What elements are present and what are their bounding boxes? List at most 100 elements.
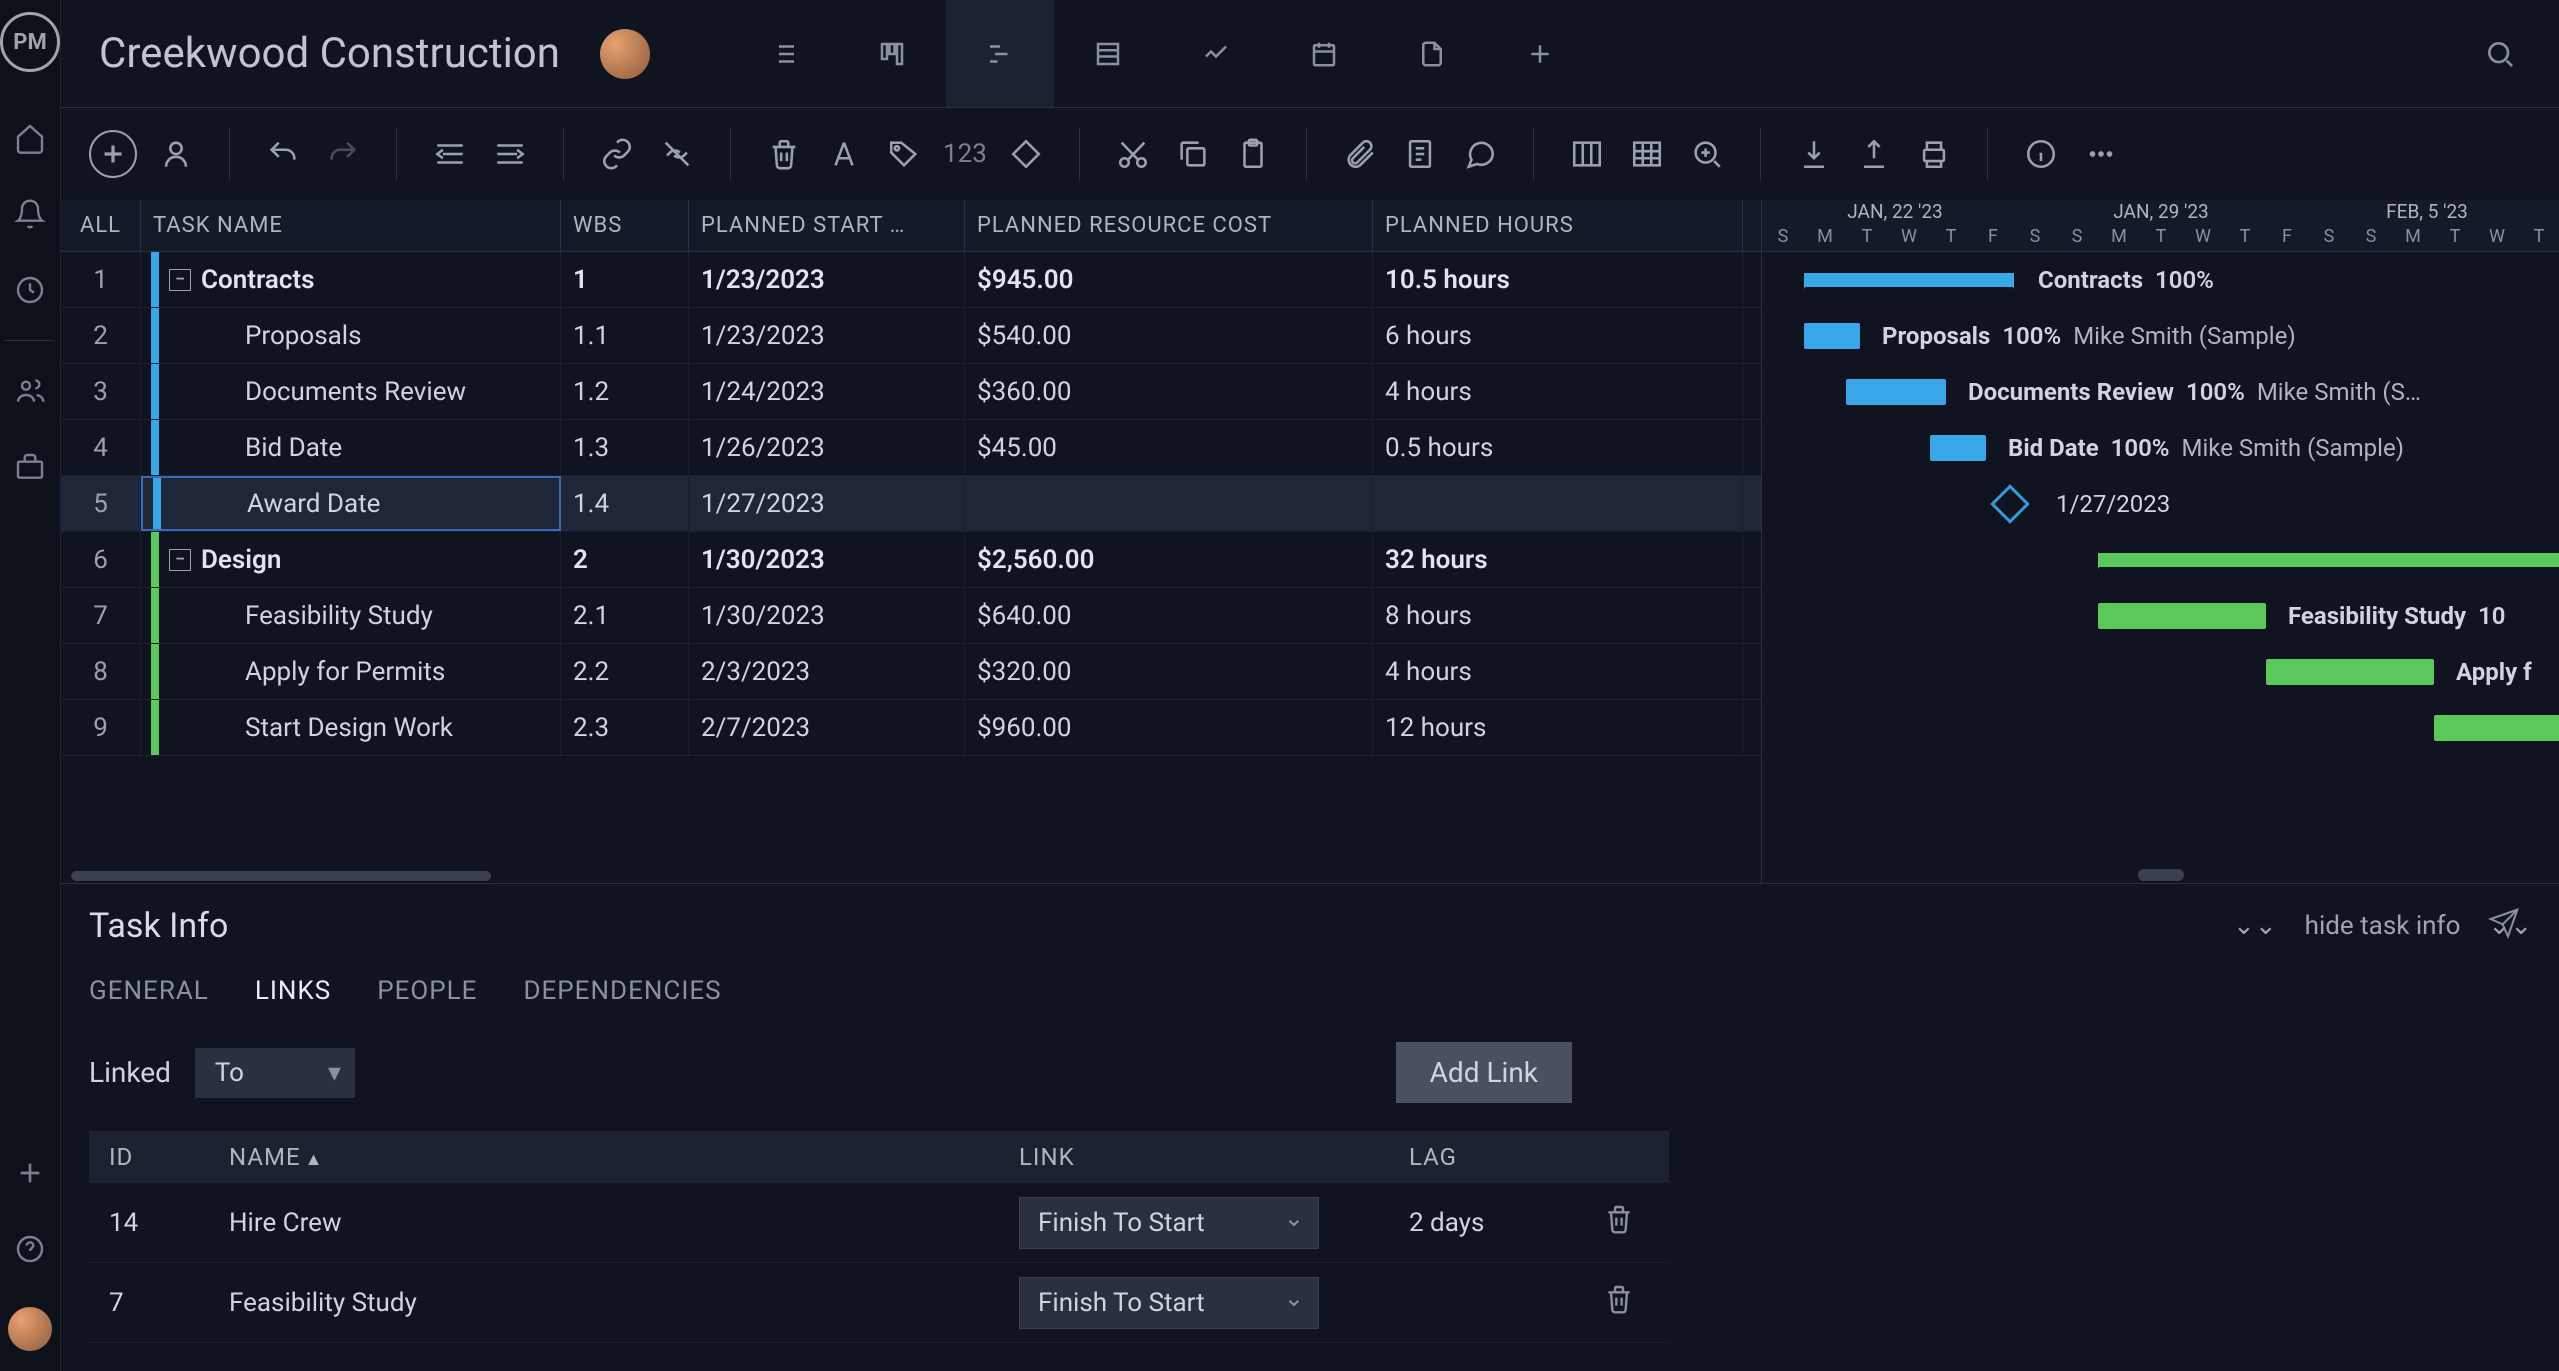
link-type-select[interactable]: Finish To Start — [1019, 1197, 1319, 1249]
col-all[interactable]: ALL — [61, 200, 141, 251]
task-name-cell[interactable]: Documents Review — [141, 364, 561, 419]
view-tab-dashboard[interactable] — [1162, 0, 1270, 107]
gantt-task-bar[interactable] — [2098, 603, 2266, 629]
links-col-id[interactable]: ID — [89, 1143, 209, 1171]
task-row[interactable]: 3Documents Review1.21/24/2023$360.004 ho… — [61, 364, 1761, 420]
task-row[interactable]: 5Award Date1.41/27/2023 — [61, 476, 1761, 532]
tag-icon[interactable] — [883, 133, 925, 175]
attach-icon[interactable] — [1339, 133, 1381, 175]
tab-people[interactable]: PEOPLE — [377, 976, 477, 1006]
task-name-cell[interactable]: Bid Date — [141, 420, 561, 475]
col-cost[interactable]: PLANNED RESOURCE COST — [965, 200, 1373, 251]
task-row[interactable]: 4Bid Date1.31/26/2023$45.000.5 hours — [61, 420, 1761, 476]
tab-dependencies[interactable]: DEPENDENCIES — [523, 976, 721, 1006]
task-name-cell[interactable]: −Design — [141, 532, 561, 587]
home-icon[interactable] — [8, 116, 52, 160]
horizontal-scrollbar[interactable] — [61, 867, 1761, 883]
search-icon[interactable] — [2478, 32, 2522, 76]
help-icon[interactable] — [8, 1227, 52, 1271]
gantt-summary-bar[interactable] — [1804, 273, 2014, 287]
delete-link-icon[interactable] — [1603, 1283, 1635, 1322]
font-icon[interactable] — [823, 133, 865, 175]
project-owner-avatar[interactable] — [600, 29, 650, 79]
unlink-icon[interactable] — [656, 133, 698, 175]
send-icon[interactable] — [2488, 907, 2520, 945]
notes-icon[interactable] — [1399, 133, 1441, 175]
people-icon[interactable] — [8, 369, 52, 413]
task-row[interactable]: 6−Design21/30/2023$2,560.0032 hours — [61, 532, 1761, 588]
indent-icon[interactable] — [489, 133, 531, 175]
task-name-cell[interactable]: −Contracts — [141, 252, 561, 307]
gantt-summary-bar[interactable] — [2098, 553, 2559, 567]
undo-icon[interactable] — [262, 133, 304, 175]
links-col-name[interactable]: NAME▲ — [209, 1143, 1019, 1171]
comment-icon[interactable] — [1459, 133, 1501, 175]
add-link-button[interactable]: Add Link — [1396, 1042, 1572, 1103]
linked-direction-select[interactable]: To — [195, 1048, 355, 1098]
cut-icon[interactable] — [1112, 133, 1154, 175]
col-start[interactable]: PLANNED START … — [689, 200, 965, 251]
info-icon[interactable] — [2020, 133, 2062, 175]
task-row[interactable]: 8Apply for Permits2.22/3/2023$320.004 ho… — [61, 644, 1761, 700]
redo-icon[interactable] — [322, 133, 364, 175]
task-name-cell[interactable]: Apply for Permits — [141, 644, 561, 699]
links-col-link[interactable]: LINK — [1019, 1143, 1409, 1171]
view-tab-board[interactable] — [838, 0, 946, 107]
links-col-lag[interactable]: LAG — [1409, 1143, 1579, 1171]
grid-icon[interactable] — [1626, 133, 1668, 175]
assign-icon[interactable] — [155, 133, 197, 175]
task-row[interactable]: 1−Contracts11/23/2023$945.0010.5 hours — [61, 252, 1761, 308]
paste-icon[interactable] — [1232, 133, 1274, 175]
user-avatar[interactable] — [8, 1307, 52, 1351]
task-name-cell[interactable]: Award Date — [141, 476, 561, 531]
print-icon[interactable] — [1913, 133, 1955, 175]
export-icon[interactable] — [1853, 133, 1895, 175]
columns-icon[interactable] — [1566, 133, 1608, 175]
task-row[interactable]: 2Proposals1.11/23/2023$540.006 hours — [61, 308, 1761, 364]
recent-icon[interactable] — [8, 268, 52, 312]
import-icon[interactable] — [1793, 133, 1835, 175]
gantt-milestone[interactable] — [1990, 484, 2030, 524]
gantt-task-bar[interactable] — [1804, 323, 1860, 349]
link-type-select[interactable]: Finish To Start — [1019, 1277, 1319, 1329]
view-tab-calendar[interactable] — [1270, 0, 1378, 107]
view-tab-add[interactable] — [1486, 0, 1594, 107]
add-task-button[interactable] — [89, 130, 137, 178]
view-tab-sheet[interactable] — [1054, 0, 1162, 107]
col-task-name[interactable]: TASK NAME — [141, 200, 561, 251]
col-hours[interactable]: PLANNED HOURS — [1373, 200, 1743, 251]
task-row[interactable]: 7Feasibility Study2.11/30/2023$640.008 h… — [61, 588, 1761, 644]
task-name-cell[interactable]: Feasibility Study — [141, 588, 561, 643]
zoom-icon[interactable] — [1686, 133, 1728, 175]
briefcase-icon[interactable] — [8, 445, 52, 489]
gantt-task-bar[interactable] — [2434, 715, 2559, 741]
more-icon[interactable] — [2080, 133, 2122, 175]
notifications-icon[interactable] — [8, 192, 52, 236]
gantt-task-bar[interactable] — [1930, 435, 1986, 461]
link-icon[interactable] — [596, 133, 638, 175]
collapse-toggle[interactable]: − — [169, 269, 191, 291]
hide-task-info-button[interactable]: hide task info — [2305, 911, 2461, 941]
milestone-icon[interactable] — [1005, 133, 1047, 175]
view-tab-gantt[interactable] — [946, 0, 1054, 107]
gantt-task-bar[interactable] — [1846, 379, 1946, 405]
collapse-down-icon[interactable]: ⌄⌄ — [2233, 911, 2277, 941]
view-tab-files[interactable] — [1378, 0, 1486, 107]
gantt-scrollbar[interactable] — [1762, 867, 2559, 883]
view-tab-list[interactable] — [730, 0, 838, 107]
task-row[interactable]: 9Start Design Work2.32/7/2023$960.0012 h… — [61, 700, 1761, 756]
task-name-cell[interactable]: Start Design Work — [141, 700, 561, 755]
tab-links[interactable]: LINKS — [255, 976, 331, 1006]
col-wbs[interactable]: WBS — [561, 200, 689, 251]
collapse-toggle[interactable]: − — [169, 549, 191, 571]
outdent-icon[interactable] — [429, 133, 471, 175]
gantt-task-bar[interactable] — [2266, 659, 2434, 685]
tab-general[interactable]: GENERAL — [89, 976, 209, 1006]
add-workspace-icon[interactable] — [8, 1151, 52, 1195]
delete-link-icon[interactable] — [1603, 1203, 1635, 1242]
copy-icon[interactable] — [1172, 133, 1214, 175]
task-name-cell[interactable]: Proposals — [141, 308, 561, 363]
number-format-label[interactable]: 123 — [943, 139, 987, 169]
delete-icon[interactable] — [763, 133, 805, 175]
app-logo[interactable]: PM — [0, 12, 60, 72]
